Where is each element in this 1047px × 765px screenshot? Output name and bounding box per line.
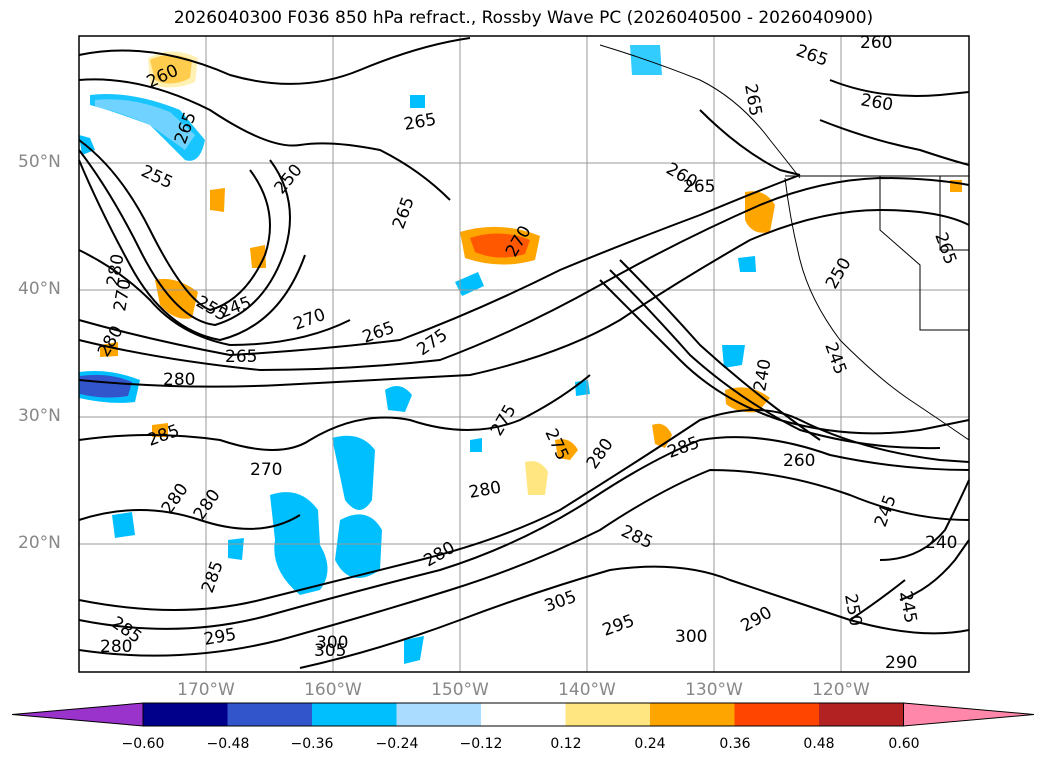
lon-label-120w: 120°W (812, 680, 870, 700)
colorbar-extend-min (11, 702, 144, 727)
lon-label-160w: 160°W (304, 680, 362, 700)
lon-label-150w: 150°W (431, 680, 489, 700)
colorbar-tick-label: 0.60 (888, 736, 920, 752)
lon-label-140w: 140°W (558, 680, 616, 700)
contour-label: 270 (250, 460, 282, 480)
colorbar (11, 702, 1035, 727)
coastlines (599, 44, 970, 441)
colorbar-tick-label: 0.36 (719, 736, 751, 752)
lat-label-40n: 40°N (18, 279, 61, 299)
contour-label: 280 (100, 637, 132, 657)
colorbar-tick-label: 0.48 (803, 736, 835, 752)
lon-label-170w: 170°W (177, 680, 235, 700)
colorbar-tick-label: −0.60 (121, 736, 165, 752)
map-title: 2026040300 F036 850 hPa refract., Rossby… (173, 8, 874, 28)
contour-label: 240 (925, 533, 957, 553)
contour-label: 260 (860, 33, 892, 53)
colorbar-segment (143, 703, 228, 726)
contour-label: 300 (675, 627, 707, 647)
lat-label-30n: 30°N (18, 406, 61, 426)
colorbar-segment (312, 703, 397, 726)
colorbar-segment (396, 703, 481, 726)
colorbar-tick-label: −0.24 (375, 736, 419, 752)
contour-label: 265 (683, 177, 715, 197)
contour-label: 305 (314, 641, 346, 661)
colorbar-segment (734, 703, 819, 726)
colorbar-tick-label: −0.36 (290, 736, 334, 752)
colorbar-frame (142, 702, 904, 727)
map-frame (78, 35, 970, 673)
colorbar-tick-label: −0.48 (206, 736, 250, 752)
colorbar-tick-label: −0.12 (459, 736, 503, 752)
refractivity-contours (78, 37, 970, 669)
colorbar-segment (227, 703, 312, 726)
colorbar-segment (481, 703, 566, 726)
colorbar-segment (565, 703, 650, 726)
colorbar-tick-label: 0.24 (634, 736, 666, 752)
contour-label: 265 (225, 347, 257, 367)
lat-lon-grid (79, 36, 969, 672)
colorbar-segment (650, 703, 735, 726)
lon-label-130w: 130°W (685, 680, 743, 700)
lat-label-50n: 50°N (18, 152, 61, 172)
colorbar-segment (819, 703, 904, 726)
lat-label-20n: 20°N (18, 533, 61, 553)
colorbar-tick-label: 0.12 (550, 736, 582, 752)
contour-label: 300 (316, 633, 348, 653)
contour-label: 280 (163, 370, 195, 390)
contour-label: 260 (783, 451, 815, 471)
contour-label: 290 (885, 653, 917, 673)
colorbar-extend-max (903, 702, 1035, 727)
